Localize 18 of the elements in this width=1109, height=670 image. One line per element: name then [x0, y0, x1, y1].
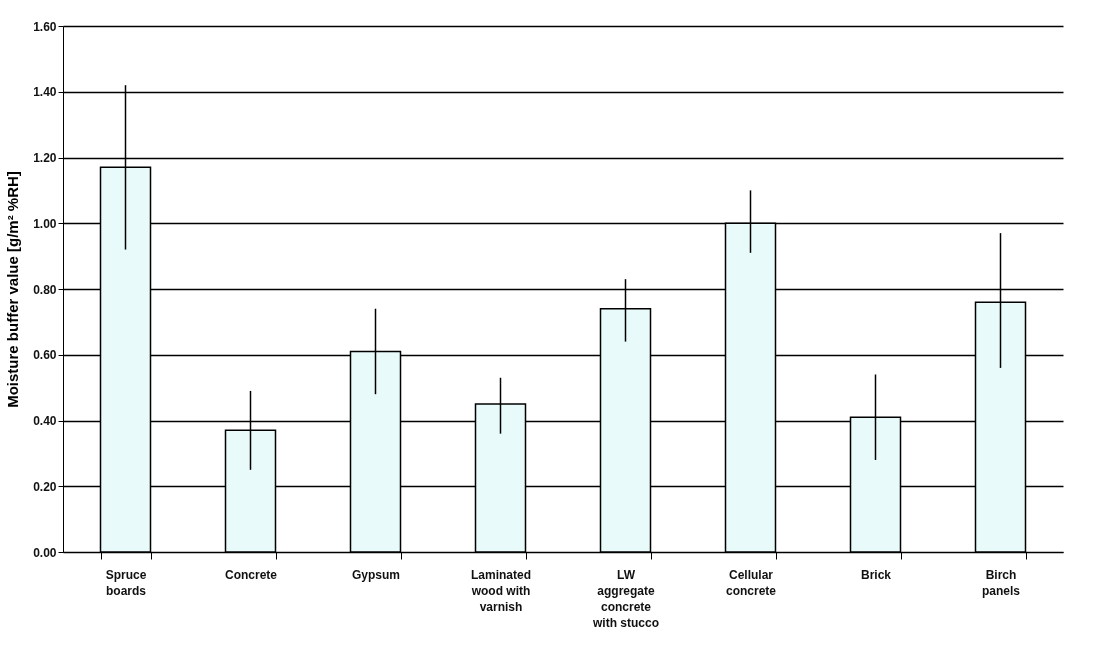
x-tick-label: Concrete [224, 567, 278, 582]
x-tick-label: Spruce boards [105, 567, 147, 598]
x-tick-label: Laminated wood with varnish [470, 567, 532, 614]
x-tick-label: Brick [860, 567, 892, 582]
x-tick-label: Cellular concrete [725, 567, 777, 598]
y-tick-label: 1.40 [33, 85, 57, 100]
y-tick-label: 0.60 [33, 348, 57, 363]
y-tick-label: 0.80 [33, 282, 57, 297]
y-tick-label: 0.00 [33, 545, 57, 560]
y-axis-title: Moisture buffer value [g/m² %RH] [4, 171, 22, 408]
y-tick-label: 1.60 [33, 19, 57, 34]
x-tick-label: LW aggregate concrete with stucco [591, 567, 660, 630]
y-tick-label: 0.20 [33, 479, 57, 494]
y-tick-label: 1.20 [33, 151, 57, 165]
x-tick-label: Gypsum [351, 567, 401, 582]
y-tick-label: 1.00 [33, 216, 57, 231]
y-tick-label: 0.40 [33, 414, 57, 428]
x-tick-label: Birch panels [981, 567, 1021, 598]
